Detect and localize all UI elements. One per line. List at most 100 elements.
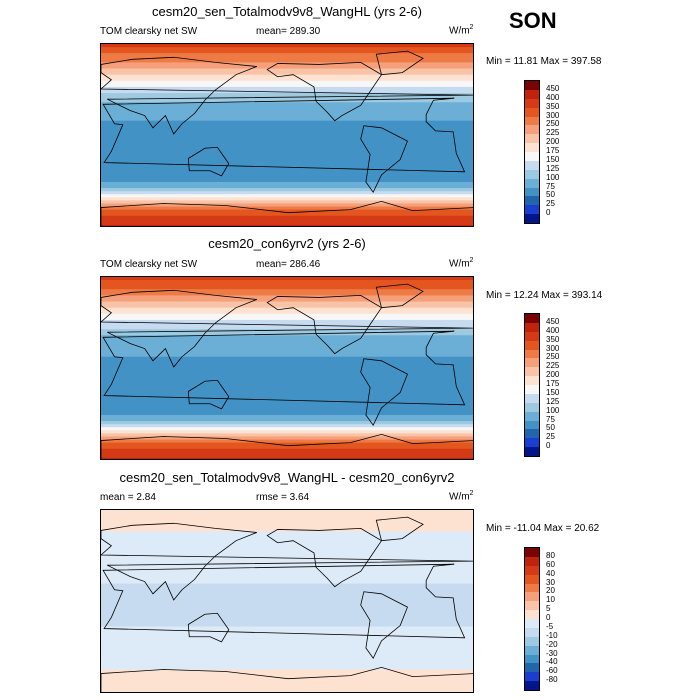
colorbar-tick-label: -20 bbox=[546, 639, 558, 649]
coastline bbox=[375, 516, 424, 542]
colorbar-swatch bbox=[525, 681, 539, 690]
panel-1-variable-label: TOM clearsky net SW bbox=[100, 26, 198, 37]
coastline bbox=[101, 667, 473, 692]
field-band bbox=[101, 415, 473, 419]
colorbar-tick-label: 75 bbox=[546, 414, 555, 424]
field-band bbox=[101, 430, 473, 434]
colorbar-tick-label: 100 bbox=[546, 172, 560, 182]
colorbar-tick-label: -5 bbox=[546, 621, 554, 631]
field-band bbox=[101, 626, 473, 631]
coastline bbox=[375, 283, 424, 309]
field-band bbox=[101, 574, 473, 578]
coastline bbox=[187, 146, 230, 177]
colorbar-tick-label: -10 bbox=[546, 630, 558, 640]
colorbar-swatch bbox=[525, 98, 539, 108]
field-band bbox=[101, 295, 473, 299]
field-band bbox=[101, 356, 473, 361]
field-band bbox=[101, 44, 473, 48]
field-band bbox=[101, 411, 473, 416]
coastline bbox=[101, 434, 473, 459]
field-band bbox=[101, 145, 473, 149]
colorbar-swatch bbox=[525, 663, 539, 673]
colorbar-swatch bbox=[525, 420, 539, 430]
field-band bbox=[101, 326, 473, 330]
field-band bbox=[101, 678, 473, 683]
colorbar-tick-label: 400 bbox=[546, 325, 560, 335]
field-band bbox=[101, 172, 473, 177]
colorbar-swatch bbox=[525, 358, 539, 368]
field-band bbox=[101, 80, 473, 85]
field-band bbox=[101, 298, 473, 303]
coastline bbox=[266, 61, 383, 122]
field-band bbox=[101, 402, 473, 407]
field-band bbox=[101, 277, 473, 281]
panel-3-title: cesm20_sen_Totalmodv9v8_WangHL - cesm20_… bbox=[119, 470, 455, 485]
colorbar-tick-label: 350 bbox=[546, 101, 560, 111]
field-band bbox=[101, 445, 473, 450]
field-band bbox=[101, 108, 473, 112]
colorbar-tick-label: 5 bbox=[546, 604, 551, 614]
colorbar-tick-label: 25 bbox=[546, 199, 555, 209]
colorbar-swatch bbox=[525, 116, 539, 126]
field-band bbox=[101, 310, 473, 315]
colorbar-tick-label: 50 bbox=[546, 423, 555, 433]
field-band bbox=[101, 589, 473, 594]
colorbar-swatch bbox=[525, 160, 539, 170]
field-band bbox=[101, 329, 473, 333]
field-band bbox=[101, 139, 473, 143]
colorbar-swatch bbox=[525, 107, 539, 117]
coastline bbox=[360, 125, 408, 194]
field-band bbox=[101, 562, 473, 566]
field-band bbox=[101, 218, 473, 223]
field-band bbox=[101, 421, 473, 425]
panel-2-units: W/m2 bbox=[449, 257, 474, 270]
field-band bbox=[101, 169, 473, 174]
field-band bbox=[101, 224, 473, 226]
colorbar-swatch bbox=[525, 411, 539, 421]
field-band bbox=[101, 53, 473, 57]
field-band bbox=[101, 335, 473, 339]
field-band bbox=[101, 102, 473, 106]
colorbar-tick-label: -80 bbox=[546, 675, 558, 685]
field-band bbox=[101, 123, 473, 128]
colorbar-tick-label: 50 bbox=[546, 190, 555, 200]
field-band bbox=[101, 457, 473, 459]
colorbar-tick-label: 0 bbox=[546, 208, 551, 218]
colorbar-tick-label: 175 bbox=[546, 146, 560, 155]
field-band bbox=[101, 132, 473, 137]
colorbar-tick-label: 175 bbox=[546, 379, 560, 388]
field-band bbox=[101, 580, 473, 585]
colorbar-swatch bbox=[525, 592, 539, 602]
field-band bbox=[101, 200, 473, 204]
colorbar-swatch bbox=[525, 81, 539, 90]
colorbar-swatch bbox=[525, 429, 539, 439]
panel-1-mean-label: mean= 289.30 bbox=[256, 26, 321, 37]
panel-1-title: cesm20_sen_Totalmodv9v8_WangHL (yrs 2-6) bbox=[152, 4, 422, 19]
field-band bbox=[101, 644, 473, 649]
colorbar-swatch bbox=[525, 601, 539, 611]
colorbar-swatch bbox=[525, 331, 539, 341]
colorbar-swatch bbox=[525, 385, 539, 394]
colorbar-swatch bbox=[525, 376, 539, 385]
coastline bbox=[102, 97, 466, 173]
coastline bbox=[101, 201, 473, 226]
field-band bbox=[101, 301, 473, 306]
field-band bbox=[101, 675, 473, 680]
field-band bbox=[101, 632, 473, 637]
field-band bbox=[101, 212, 473, 217]
field-band bbox=[101, 344, 473, 349]
field-band bbox=[101, 65, 473, 70]
field-band bbox=[101, 359, 473, 364]
colorbar-swatch bbox=[525, 610, 539, 619]
field-band bbox=[101, 534, 473, 539]
colorbar-tick-label: 350 bbox=[546, 334, 560, 344]
field-band bbox=[101, 292, 473, 296]
panel-1-units: W/m2 bbox=[449, 24, 474, 37]
colorbar-tick-label: 10 bbox=[546, 595, 555, 605]
field-band bbox=[101, 427, 473, 431]
field-band bbox=[101, 510, 473, 514]
colorbar-tick-label: 25 bbox=[546, 432, 555, 442]
colorbar-tick-label: 40 bbox=[546, 568, 555, 578]
field-band bbox=[101, 289, 473, 293]
field-band bbox=[101, 552, 473, 557]
